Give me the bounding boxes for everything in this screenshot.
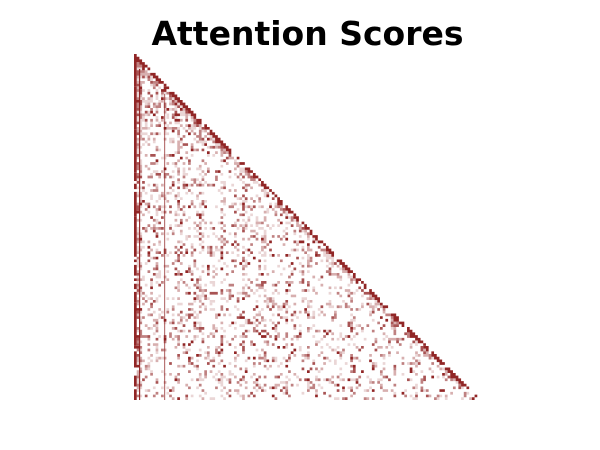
heatmap-cell-group-1	[136, 70, 472, 400]
heatmap-cell-group-2	[136, 62, 467, 401]
attention-column-stripe-1	[164, 94, 166, 400]
heatmap-cell-group-3	[136, 70, 462, 400]
heatmap-cell-group-4	[134, 54, 478, 400]
attention-column-stripe-0	[139, 69, 141, 400]
heatmap-cells	[134, 54, 478, 401]
chart-title: Attention Scores	[151, 14, 464, 53]
heatmap-cell-group-0	[136, 67, 470, 401]
